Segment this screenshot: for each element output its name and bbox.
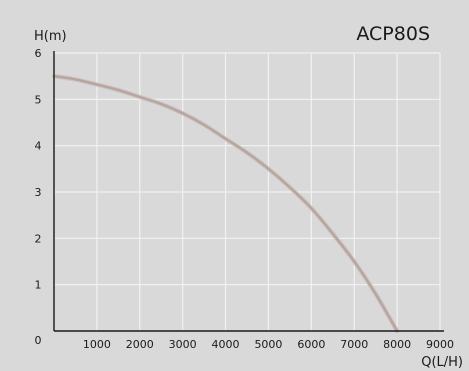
y-tick-label: 0: [35, 334, 42, 347]
x-tick-label: 4000: [212, 338, 240, 351]
grid-lines: [54, 52, 441, 331]
y-tick-label: 3: [35, 186, 42, 199]
y-tick-label: 5: [35, 93, 42, 106]
chart-title: ACP80S: [356, 23, 430, 45]
x-tick-label: 2000: [126, 338, 154, 351]
y-tick-label: 1: [35, 279, 42, 292]
x-tick-label: 8000: [383, 338, 411, 351]
y-tick-label: 4: [35, 140, 42, 153]
axes: [53, 51, 444, 332]
y-tick-label: 6: [35, 47, 42, 60]
y-tick-label: 2: [35, 232, 42, 245]
x-tick-label: 3000: [169, 338, 197, 351]
x-tick-label: 1000: [83, 338, 111, 351]
x-axis-title: Q(L/H): [421, 355, 463, 370]
y-axis-title: H(m): [34, 29, 67, 44]
x-tick-label: 9000: [426, 338, 454, 351]
x-tick-label: 6000: [297, 338, 325, 351]
x-tick-label: 5000: [254, 338, 282, 351]
x-tick-label: 7000: [340, 338, 368, 351]
pump-curve-line: [52, 74, 399, 333]
pump-curve-layer: [51, 73, 400, 334]
tick-labels: 1000 2000 3000 4000 5000 6000 7000 8000 9000 0 1 2 3…: [35, 47, 455, 351]
